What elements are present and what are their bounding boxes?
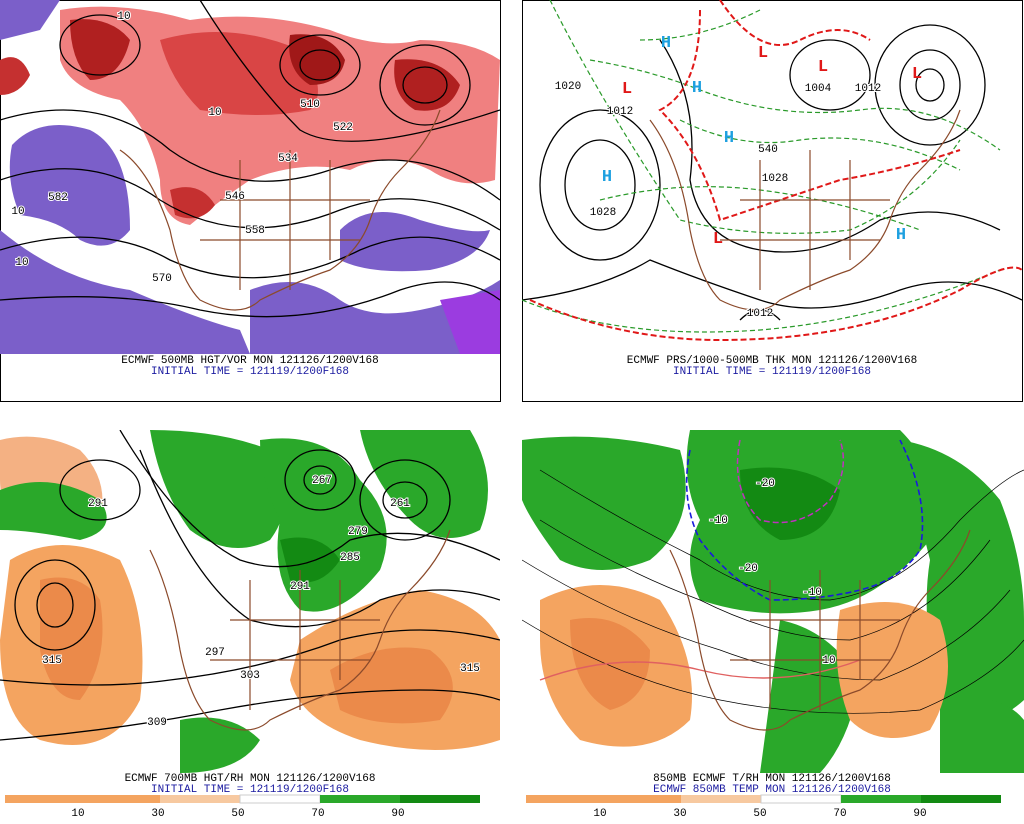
colorbar-label: 50 (753, 808, 766, 819)
colorbar-label: 30 (673, 808, 686, 819)
contour-label: 540 (758, 144, 778, 156)
pressure-center: L (622, 80, 632, 99)
contour-label: 522 (333, 122, 353, 134)
contour-label: 291 (290, 581, 310, 593)
caption: ECMWF 700MB HGT/RH MON 121126/1200V168 (125, 773, 376, 785)
contour-label: 1028 (590, 207, 616, 219)
contour-label: 546 (225, 191, 245, 203)
pressure-center: L (818, 58, 828, 77)
caption: INITIAL TIME = 121119/1200F168 (151, 784, 349, 796)
colorbar (526, 794, 1001, 804)
panel-500mb (0, 0, 500, 354)
pressure-center: L (758, 44, 768, 63)
pressure-center: H (896, 226, 906, 245)
contour-label: 10 (208, 107, 221, 119)
colorbar-label: 70 (833, 808, 846, 819)
colorbar-label: 10 (593, 808, 606, 819)
contour-label: 1012 (747, 308, 773, 320)
caption: ECMWF 500MB HGT/VOR MON 121126/1200V168 (121, 355, 378, 367)
contour-label: 315 (460, 663, 480, 675)
pressure-center: L (912, 65, 922, 84)
contour-label: 1012 (607, 106, 633, 118)
caption: 850MB ECMWF T/RH MON 121126/1200V168 (653, 773, 891, 785)
contour-label: 558 (245, 225, 265, 237)
panel-frame (0, 0, 501, 402)
contour-label: 1012 (855, 83, 881, 95)
colorbar (5, 794, 480, 804)
contour-label: 297 (205, 647, 225, 659)
caption: INITIAL TIME = 121119/1200F168 (673, 366, 871, 378)
contour-label: 279 (348, 526, 368, 538)
contour-label: 1004 (805, 83, 832, 95)
contour-label: 1028 (762, 173, 788, 185)
pressure-center: H (692, 79, 702, 98)
pressure-center: L (713, 230, 723, 249)
caption: ECMWF 850MB TEMP MON 121126/1200V168 (653, 784, 891, 796)
panel-700mb (0, 430, 500, 773)
contour-label: 534 (278, 153, 298, 165)
contour-label: 570 (152, 273, 172, 285)
contour-label: 261 (390, 498, 410, 510)
colorbar-label: 90 (391, 808, 404, 819)
contour-label: 267 (312, 475, 332, 487)
colorbar-label: 10 (71, 808, 84, 819)
pressure-center: H (602, 168, 612, 187)
contour-label: 10 (11, 206, 24, 218)
colorbar-label: 70 (311, 808, 324, 819)
contour-label: 315 (42, 655, 62, 667)
caption: ECMWF PRS/1000-500MB THK MON 121126/1200… (627, 355, 917, 367)
panel-frame (522, 0, 1023, 402)
contour-label: -20 (755, 478, 775, 490)
contour-label: 10 (822, 655, 835, 667)
panel-850mb (522, 430, 1024, 773)
contour-label: 10 (15, 257, 28, 269)
contour-label: 10 (117, 11, 130, 23)
contour-label: 309 (147, 717, 167, 729)
pressure-center: H (724, 129, 734, 148)
contour-label: 510 (300, 99, 320, 111)
contour-label: -10 (708, 515, 728, 527)
colorbar-label: 30 (151, 808, 164, 819)
colorbar-label: 90 (913, 808, 926, 819)
contour-label: 303 (240, 670, 260, 682)
contour-label: 1020 (555, 81, 581, 93)
contour-label: -10 (802, 587, 822, 599)
text-layer: ECMWF 500MB HGT/VOR MON 121126/1200V168I… (10, 10, 926, 820)
pressure-center: H (661, 34, 671, 53)
contour-label: 291 (88, 498, 108, 510)
contour-label: -20 (738, 563, 758, 575)
colorbar-label: 50 (231, 808, 244, 819)
contour-label: 285 (340, 552, 360, 564)
caption: INITIAL TIME = 121119/1200F168 (151, 366, 349, 378)
panel-mslp (522, 0, 1022, 342)
contour-label: 582 (48, 192, 68, 204)
